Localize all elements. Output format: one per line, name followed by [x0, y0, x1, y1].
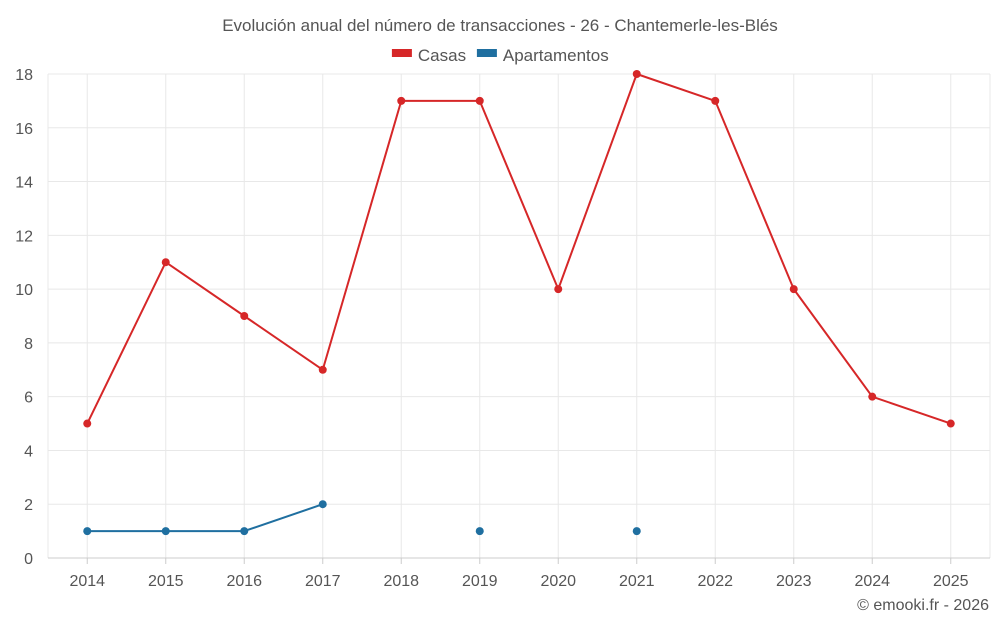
y-tick-label: 18 — [15, 67, 33, 84]
data-point-casas[interactable] — [554, 285, 563, 294]
x-tick-label: 2019 — [462, 573, 498, 590]
y-tick-label: 16 — [15, 121, 33, 138]
x-tick-label: 2017 — [305, 573, 341, 590]
series-layer — [83, 70, 955, 536]
data-point-apartamentos[interactable] — [83, 527, 92, 536]
x-tick-label: 2024 — [854, 573, 890, 590]
y-tick-label: 0 — [24, 551, 33, 568]
x-tick-label: 2023 — [776, 573, 812, 590]
x-tick-label: 2022 — [697, 573, 733, 590]
data-point-casas[interactable] — [632, 70, 641, 78]
data-point-casas[interactable] — [161, 258, 170, 267]
legend-item-casas[interactable]: Casas — [391, 46, 466, 65]
chart-legend: Casas Apartamentos — [391, 46, 609, 65]
legend-label: Casas — [418, 46, 466, 65]
x-tick-label: 2014 — [69, 573, 105, 590]
y-tick-label: 4 — [24, 443, 33, 460]
legend-label: Apartamentos — [503, 46, 609, 65]
data-point-casas[interactable] — [397, 96, 406, 105]
data-point-casas[interactable] — [240, 312, 249, 320]
y-tick-label: 8 — [24, 336, 33, 353]
x-tick-label: 2020 — [540, 573, 576, 590]
x-tick-label: 2021 — [619, 573, 655, 590]
series-line-casas — [86, 73, 952, 425]
y-tick-label: 14 — [15, 175, 33, 192]
x-tick-label: 2018 — [383, 573, 419, 590]
data-point-casas[interactable] — [711, 96, 720, 105]
legend-swatch — [476, 49, 497, 57]
data-point-casas[interactable] — [789, 285, 798, 294]
credit-text: © emooki.fr - 2026 — [857, 597, 989, 614]
legend-swatch — [391, 49, 412, 57]
y-tick-label: 6 — [24, 390, 33, 407]
y-tick-label: 2 — [24, 497, 33, 514]
y-tick-label: 12 — [15, 228, 33, 245]
chart-title: Evolución anual del número de transaccio… — [222, 16, 778, 35]
series-casas — [83, 70, 955, 428]
grid — [47, 73, 991, 558]
axes: 0 2 4 6 8 10 12 14 16 18 2014 2015 2016 2017 2018 2019 2… — [15, 67, 990, 590]
data-point-casas[interactable] — [868, 392, 877, 401]
data-point-casas[interactable] — [318, 365, 327, 374]
data-point-casas[interactable] — [475, 96, 484, 105]
legend-item-apartamentos[interactable]: Apartamentos — [476, 46, 609, 65]
data-point-apartamentos[interactable] — [475, 527, 484, 536]
x-tick-label: 2016 — [226, 573, 262, 590]
data-point-apartamentos[interactable] — [318, 500, 327, 509]
data-point-apartamentos[interactable] — [632, 527, 641, 536]
data-point-apartamentos[interactable] — [240, 527, 249, 536]
x-tick-label: 2015 — [148, 573, 184, 590]
data-point-apartamentos[interactable] — [161, 527, 170, 536]
series-apartamentos — [83, 500, 641, 536]
series-line-apartamentos — [87, 503, 324, 533]
data-point-casas[interactable] — [83, 419, 92, 428]
y-tick-label: 10 — [15, 282, 33, 299]
data-point-casas[interactable] — [946, 419, 955, 428]
x-tick-label: 2025 — [933, 573, 969, 590]
